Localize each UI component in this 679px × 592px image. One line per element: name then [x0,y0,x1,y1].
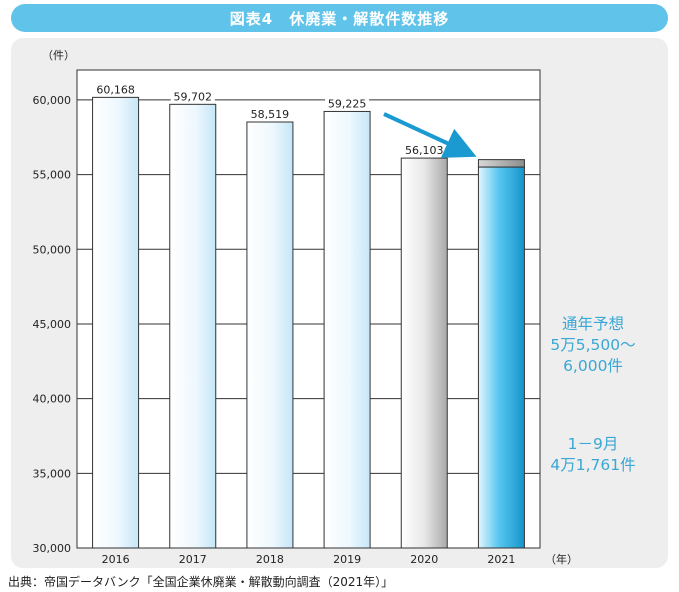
forecast-line-3: 6,000件 [563,357,623,375]
bar-2018 [246,121,294,549]
trend-arrow-icon [383,112,477,158]
y-tick-label: 55,000 [33,169,72,182]
actual-line-2: 4万1,761件 [550,456,636,474]
gridlines [77,99,540,474]
plot-background [76,69,541,549]
actual-line-1: 1－9月 [567,435,619,453]
x-axis-ticks: 2016 2017 2018 2019 2020 2021 [102,553,516,566]
bars [92,96,525,549]
plot-area [76,69,541,549]
y-tick-label: 40,000 [33,393,72,406]
bar-2017 [169,103,217,549]
bar-label-2016: 60,168 [96,83,135,96]
bar-label-2018: 58,519 [251,108,290,121]
y-tick-label: 50,000 [33,243,72,256]
x-tick-label: 2019 [333,553,361,566]
x-axis-label: （年） [545,552,578,566]
chart-title: 図表4 休廃業・解散件数推移 [11,4,668,32]
bar-label-2020: 56,103 [405,144,444,157]
bar-label-bg [402,143,447,157]
x-tick-label: 2020 [410,553,438,566]
y-axis-ticks: 30,000 35,000 40,000 45,000 50,000 55,000 60,0… [33,94,72,555]
bar-2021 [477,166,525,549]
x-tick-label: 2021 [487,553,515,566]
source-note: 出典：帝国データバンク「全国企業休廃業・解散動向調査（2021年）」 [8,575,394,589]
bar-label-2017: 59,702 [174,90,213,103]
bar-2020 [400,157,448,549]
x-tick-label: 2017 [179,553,207,566]
y-axis-label: （件） [42,49,75,62]
forecast-line-2: 5万5,500～ [550,336,636,354]
x-tick-label: 2018 [256,553,284,566]
bar-label-bg [93,82,138,96]
forecast-line-1: 通年予想 [561,315,624,333]
bar-label-bg [247,106,292,120]
x-tick-label: 2016 [102,553,130,566]
bar-label-2019: 59,225 [328,97,367,110]
forecast-annotation: 通年予想 5万5,500～ 6,000件 [528,314,658,377]
bar-2019 [323,110,371,549]
y-tick-label: 30,000 [33,542,72,555]
bar-2021-forecast-cap [477,159,525,168]
bar-label-bg [170,89,215,103]
y-tick-label: 35,000 [33,467,72,480]
y-tick-label: 60,000 [33,94,72,107]
bar-value-labels: 60,168 59,702 58,519 59,225 56,103 [93,82,447,157]
bar-2016 [92,96,140,549]
bar-label-bg [325,96,370,110]
y-tick-label: 45,000 [33,318,72,331]
actual-annotation: 1－9月 4万1,761件 [528,434,658,476]
